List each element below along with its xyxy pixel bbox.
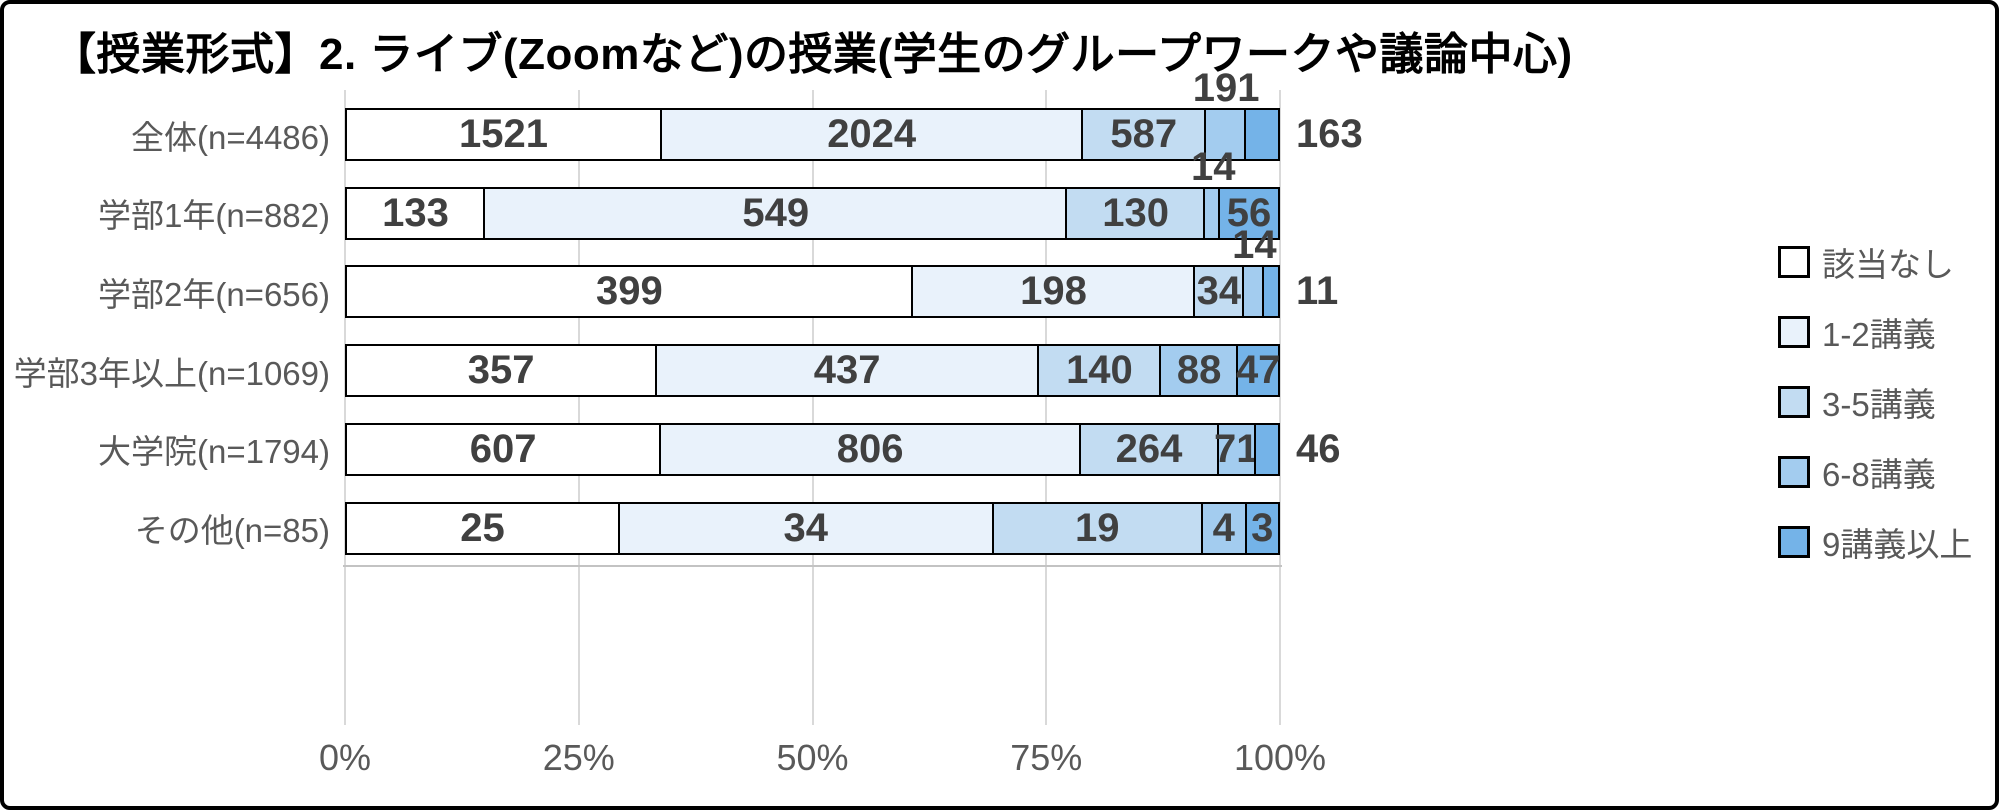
bar-segment-label: 34: [1196, 269, 1242, 314]
bar-segment: 806: [658, 422, 1082, 476]
bar-segment: 357: [345, 344, 658, 398]
bar-segment-label: 88: [1176, 348, 1222, 393]
bar-segment-label: 34: [783, 505, 829, 550]
category-label: 学部2年(n=656): [97, 275, 330, 313]
bar-segment: [1203, 108, 1246, 161]
bar-segment: 130: [1065, 186, 1206, 240]
bar-segment-label: 71: [1214, 426, 1259, 471]
x-axis-line: [343, 565, 1282, 567]
legend-swatch-icon: [1778, 526, 1810, 558]
bar-segment-label: 19: [1075, 505, 1120, 550]
bar-segment-label: 133: [382, 190, 449, 235]
bar-segment: 19: [991, 501, 1203, 555]
bar-row: 607 806 264 71: [345, 422, 1280, 476]
bar-segment-label: 56: [1226, 190, 1272, 235]
gridline: [344, 90, 346, 725]
bar-segment-label: 130: [1102, 190, 1169, 235]
bar-row: 1521 2024 587: [345, 108, 1280, 161]
bar-segment: 399: [345, 265, 914, 319]
bar-segment: 88: [1159, 344, 1239, 398]
bar-segment: 47: [1235, 344, 1281, 398]
bar-segment-label: 2024: [827, 112, 917, 156]
x-tick-label: 25%: [542, 737, 615, 778]
legend-item: 9講義以上: [1778, 518, 1972, 566]
bar-segment-label-above: 14: [1232, 223, 1277, 268]
bar-segment: 198: [911, 265, 1196, 319]
category-label: 学部3年以上(n=1069): [13, 354, 330, 392]
bar-segment: 25: [345, 501, 620, 555]
bar-segment: [1253, 422, 1280, 476]
bar-segment: 140: [1036, 344, 1162, 398]
bar-segment-label-above: 14: [1190, 144, 1236, 189]
bar-segment-label: 549: [742, 190, 810, 235]
bar-segment-label-outside: 46: [1296, 426, 1341, 471]
bar-segment-label: 587: [1110, 112, 1178, 156]
category-label: 学部1年(n=882): [97, 197, 330, 235]
legend-swatch-icon: [1778, 246, 1810, 278]
chart-title: 【授業形式】2. ライブ(Zoomなど)の授業(学生のグループワークや議論中心): [52, 30, 1573, 79]
bar-segment-label: 140: [1066, 348, 1133, 393]
gridline: [1045, 90, 1048, 725]
bar-row: 357 437 140 88 47: [345, 344, 1281, 398]
legend-swatch-icon: [1778, 386, 1810, 418]
bar-segment-label: 607: [469, 426, 537, 471]
gridline: [1279, 90, 1281, 725]
bar-segment: 4: [1200, 501, 1247, 555]
bar-segment-label: 264: [1115, 426, 1183, 471]
bar-segment-label: 357: [467, 348, 535, 393]
gridline: [577, 90, 580, 725]
bar-row: 133 549 130 56: [345, 186, 1280, 240]
bar-segment-label: 4: [1212, 505, 1235, 550]
bar-row: 25 34 19 4 3: [345, 501, 1280, 555]
bar-segment: 607: [345, 422, 662, 476]
bar-row: 399 198 34: [345, 265, 1280, 319]
x-tick-label: 0%: [318, 737, 372, 778]
legend-item: 1-2講義: [1778, 308, 1936, 356]
bar-segment: 71: [1214, 422, 1259, 476]
bar-segment-label-outside: 11: [1296, 269, 1339, 314]
bar-segment: 1521: [345, 108, 663, 161]
category-label: 全体(n=4486): [130, 118, 330, 156]
bar-segment-label: 437: [813, 348, 881, 393]
bar-segment: [1243, 108, 1280, 161]
bar-segment-label: 47: [1235, 348, 1281, 393]
bar-segment: 2024: [659, 108, 1084, 161]
legend-label: 該当なし: [1822, 246, 1954, 283]
category-label: 大学院(n=1794): [97, 433, 330, 471]
bar-segment: 34: [617, 501, 994, 555]
bar-segment: 34: [1193, 265, 1245, 319]
bar-segment: 587: [1081, 108, 1207, 161]
bar-segment: 549: [483, 186, 1068, 240]
gridline: [811, 90, 814, 725]
x-tick-label: 100%: [1233, 737, 1327, 778]
bar-segment: 437: [654, 344, 1040, 398]
bar-segment-label-above: 191: [1192, 66, 1260, 110]
bar-segment: 3: [1244, 501, 1280, 555]
legend-swatch-icon: [1778, 456, 1810, 488]
bar-segment-label: 198: [1020, 269, 1087, 314]
bar-segment-label-outside: 163: [1296, 112, 1363, 156]
bar-segment: 133: [345, 186, 486, 240]
legend-label: 1-2講義: [1822, 316, 1936, 353]
legend-label: 6-8講義: [1822, 456, 1936, 493]
bar-segment-label: 25: [460, 505, 505, 550]
legend-item: 該当なし: [1778, 238, 1954, 286]
bar-segment-label: 3: [1251, 505, 1274, 550]
legend-item: 6-8講義: [1778, 448, 1936, 496]
legend-item: 3-5講義: [1778, 378, 1936, 426]
bar-segment: 56: [1218, 186, 1280, 240]
legend-label: 3-5講義: [1822, 386, 1936, 423]
bar-segment-label: 806: [836, 426, 904, 471]
bar-segment: [1261, 265, 1280, 319]
bar-segment-label: 399: [595, 269, 663, 314]
bar-segment-label: 1521: [459, 112, 548, 156]
x-tick-label: 50%: [776, 737, 849, 778]
category-label: その他(n=85): [134, 512, 330, 549]
legend-label: 9講義以上: [1822, 526, 1973, 563]
legend-swatch-icon: [1778, 316, 1810, 348]
x-tick-label: 75%: [1010, 737, 1083, 778]
bar-segment: 264: [1078, 422, 1219, 476]
